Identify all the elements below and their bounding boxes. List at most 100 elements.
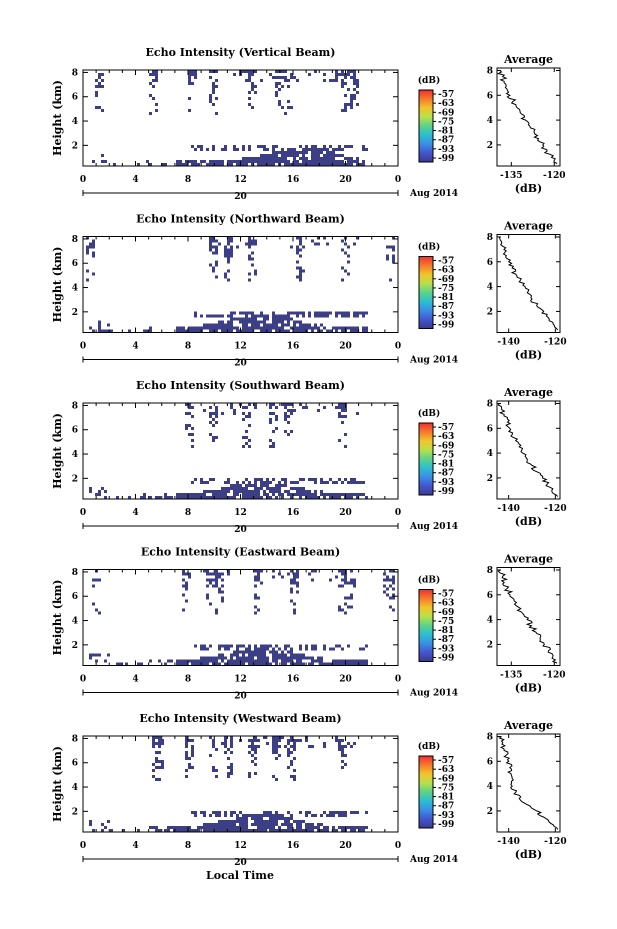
y-axis-label: Height (km): [51, 247, 64, 323]
average-title: Average: [503, 220, 553, 233]
average-y-tick-label: 6: [487, 424, 493, 434]
colorbar-tick-label: -57: [438, 257, 454, 267]
average-profile-line: [496, 70, 558, 164]
echo-cells: [89, 403, 368, 499]
average-frame: [496, 400, 561, 500]
echo-cells: [86, 236, 395, 333]
echo-cells: [92, 70, 368, 166]
date-label: 20: [234, 525, 247, 535]
average-y-tick-label: 8: [487, 233, 493, 243]
average-profile-line: [497, 569, 558, 664]
x-tick-label: 16: [287, 675, 300, 685]
x-tick-label: 0: [395, 342, 401, 352]
echo-cells: [89, 736, 368, 832]
x-tick-label: 8: [185, 508, 191, 518]
colorbar-tick-label: -87: [438, 136, 454, 146]
y-tick-label: 8: [72, 235, 78, 245]
average-y-tick-label: 4: [487, 116, 493, 126]
y-axis-label: Height (km): [51, 413, 64, 489]
panel-4: Echo Intensity (Eastward Beam) 2 4 6 8 Height…: [51, 546, 566, 702]
average-x-tick-label: -140: [497, 504, 520, 514]
colorbar-tick-label: -69: [438, 774, 454, 784]
average-y-tick-label: 4: [487, 616, 493, 626]
colorbar-unit: (dB): [418, 741, 440, 752]
x-tick-label: 16: [287, 175, 300, 185]
colorbar-tick-label: -75: [438, 117, 454, 127]
colorbar-tick-label: -75: [438, 617, 454, 627]
colorbar-tick-label: -63: [438, 266, 454, 276]
colorbar-tick-label: -87: [438, 802, 454, 812]
average-xlabel: (dB): [515, 349, 542, 362]
average-y-tick-label: 2: [487, 307, 493, 317]
average-frame: [496, 567, 561, 666]
x-tick-label: 8: [185, 675, 191, 685]
y-tick-label: 8: [72, 734, 78, 744]
panel-5: Echo Intensity (Westward Beam) 2 4 6 8 Height…: [51, 712, 567, 868]
y-tick-label: 6: [72, 426, 78, 436]
x-tick-label: 8: [185, 175, 191, 185]
date-label: 20: [234, 359, 247, 369]
colorbar-tick-label: -75: [438, 450, 454, 460]
average-y-tick-label: 8: [487, 732, 493, 742]
average-profile-line: [497, 403, 559, 497]
colorbar-tick-label: -57: [438, 423, 454, 433]
colorbar-unit: (dB): [418, 408, 440, 419]
colorbar-unit: (dB): [418, 75, 440, 86]
x-tick-label: 12: [234, 175, 247, 185]
date-label: 20: [234, 192, 247, 202]
x-tick-label: 12: [234, 675, 247, 685]
colorbar-tick-label: -75: [438, 284, 454, 294]
colorbar-tick-label: -69: [438, 608, 454, 618]
y-tick-label: 4: [72, 617, 78, 627]
y-tick-label: 8: [72, 68, 78, 78]
average-x-tick-label: -120: [543, 671, 566, 681]
date-suffix: Aug 2014: [409, 855, 458, 865]
average-frame: [496, 733, 561, 833]
echo-cells: [89, 569, 395, 666]
colorbar-tick-label: -99: [438, 820, 454, 830]
average-y-tick-label: 2: [487, 640, 493, 650]
y-tick-label: 6: [72, 759, 78, 769]
x-tick-label: 16: [287, 342, 300, 352]
y-tick-label: 8: [72, 401, 78, 411]
average-y-tick-label: 4: [487, 449, 493, 459]
colorbar-tick-label: -99: [438, 654, 454, 664]
colorbar-unit: (dB): [418, 242, 440, 253]
y-axis-label: Height (km): [51, 80, 64, 156]
average-y-tick-label: 4: [487, 782, 493, 792]
y-tick-label: 6: [72, 259, 78, 269]
x-tick-label: 8: [185, 342, 191, 352]
average-title: Average: [503, 386, 553, 399]
x-tick-label: 20: [339, 841, 352, 851]
x-tick-label: 12: [234, 508, 247, 518]
colorbar-tick-label: -69: [438, 441, 454, 451]
average-frame: [496, 67, 561, 167]
colorbar-tick-label: -87: [438, 302, 454, 312]
y-tick-label: 6: [72, 93, 78, 103]
y-tick-label: 6: [72, 592, 78, 602]
colorbar-tick-label: -81: [438, 293, 454, 303]
x-axis-label: Local Time: [206, 869, 274, 882]
x-tick-label: 0: [395, 508, 401, 518]
colorbar-tick-label: -81: [438, 127, 454, 137]
x-tick-label: 12: [234, 841, 247, 851]
colorbar-tick-label: -87: [438, 469, 454, 479]
x-tick-label: 20: [339, 175, 352, 185]
x-tick-label: 12: [234, 342, 247, 352]
colorbar-tick-label: -93: [438, 145, 454, 155]
x-tick-label: 8: [185, 841, 191, 851]
average-x-tick-label: -140: [497, 837, 520, 847]
plot-frame: [82, 69, 399, 167]
panel-3: Echo Intensity (Southward Beam) 2 4 6 8 Heigh…: [51, 379, 567, 535]
average-title: Average: [503, 53, 553, 66]
x-tick-label: 4: [132, 342, 138, 352]
colorbar-tick-label: -93: [438, 644, 454, 654]
colorbar-tick-label: -81: [438, 626, 454, 636]
average-x-tick-label: -120: [544, 504, 567, 514]
x-tick-label: 0: [80, 508, 86, 518]
average-profile-line: [498, 236, 559, 331]
panel-1: Echo Intensity (Vertical Beam) 2 4 6 8 Height…: [51, 46, 566, 202]
colorbar: [418, 256, 434, 329]
x-tick-label: 20: [339, 675, 352, 685]
